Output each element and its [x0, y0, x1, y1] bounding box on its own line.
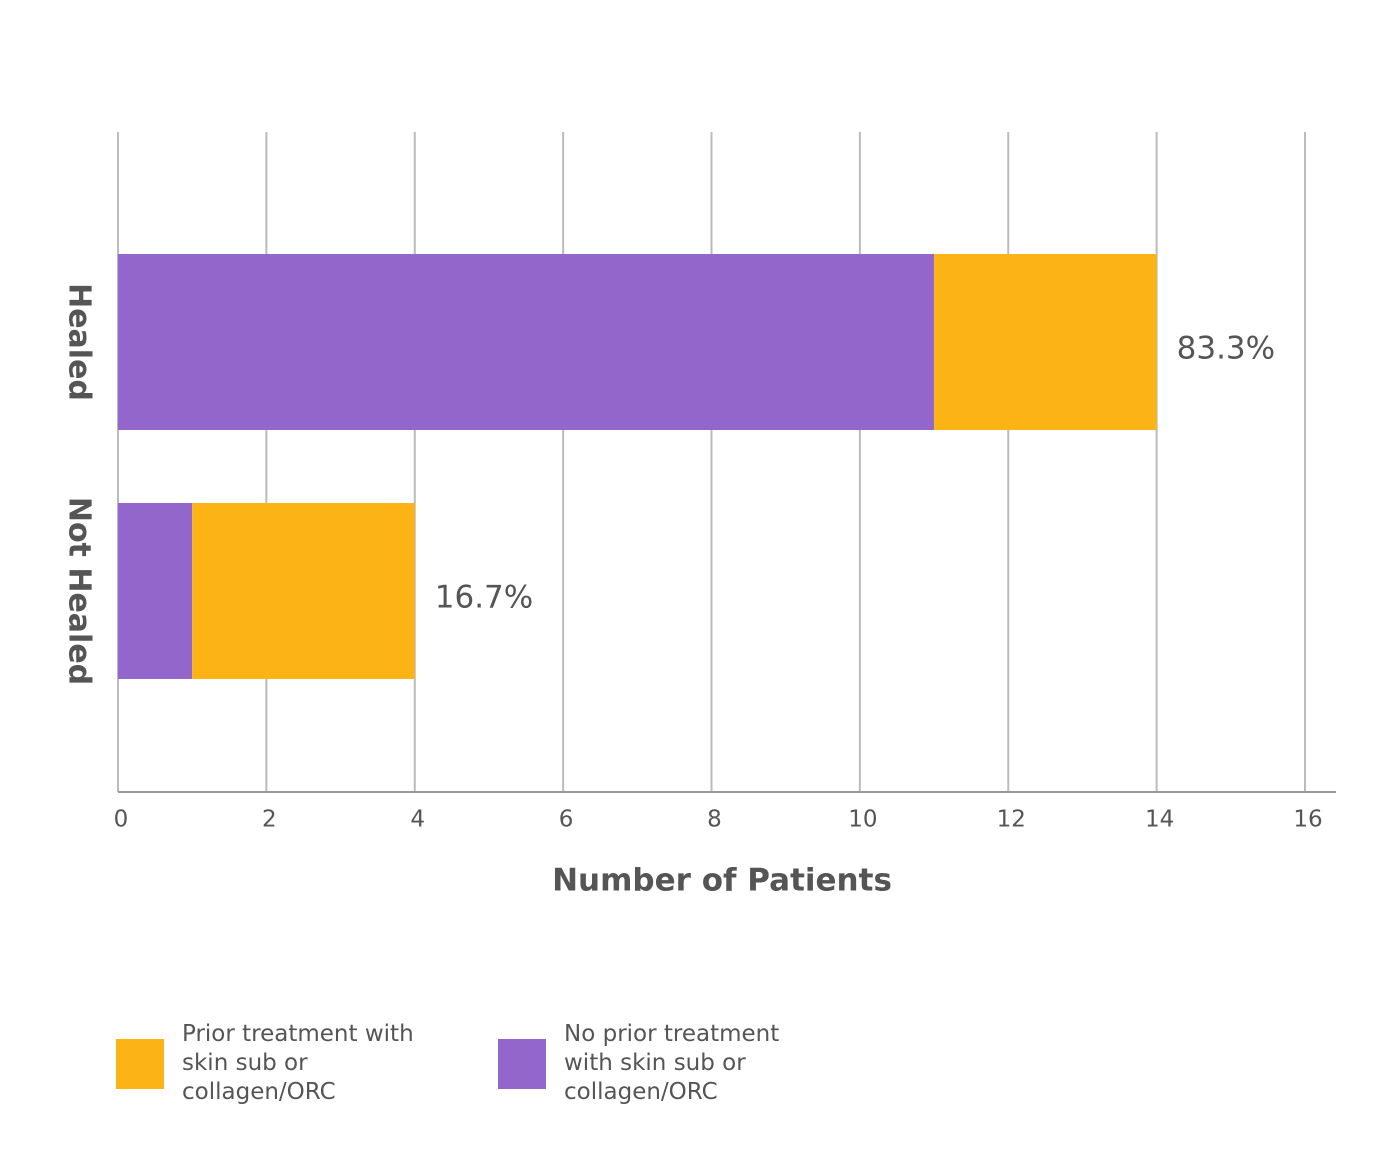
legend-item: No prior treatment with skin sub or coll…	[498, 1020, 834, 1107]
y-tick-label: Not Healed	[62, 497, 97, 685]
bar-annotation: 16.7%	[435, 580, 533, 616]
x-tick-label: 16	[1293, 807, 1322, 833]
legend-label: No prior treatment with skin sub or coll…	[564, 1021, 780, 1105]
x-tick-label: 6	[559, 807, 574, 833]
bar-segment	[118, 254, 935, 430]
x-tick-label: 2	[262, 807, 277, 833]
bar-annotation: 83.3%	[1177, 331, 1275, 367]
chart: Number of Patients 0 2 4 6 8 10 12 14 16 83.3% Hea…	[62, 132, 1336, 899]
x-tick-label: 14	[1145, 807, 1174, 833]
legend-item: Prior treatment with skin sub or collage…	[116, 1020, 452, 1107]
x-tick-label: 4	[410, 807, 425, 833]
legend-label: Prior treatment with skin sub or collage…	[182, 1021, 414, 1105]
legend: Prior treatment with skin sub or collage…	[116, 1020, 834, 1107]
bar-segment	[118, 503, 193, 679]
legend-swatch	[498, 1038, 546, 1089]
bar-segment	[934, 254, 1157, 430]
x-axis-title: Number of Patients	[552, 863, 892, 899]
x-tick-label: 8	[707, 807, 722, 833]
bar-segment	[192, 503, 415, 679]
x-tick-label: 10	[848, 807, 877, 833]
x-tick-label: 0	[114, 807, 129, 833]
x-tick-label: 12	[997, 807, 1026, 833]
legend-swatch	[116, 1038, 164, 1089]
y-tick-label: Healed	[62, 283, 97, 401]
